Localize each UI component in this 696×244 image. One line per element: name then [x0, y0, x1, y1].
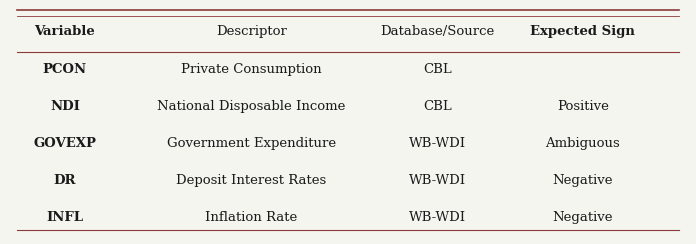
Text: Descriptor: Descriptor: [216, 25, 287, 38]
Text: INFL: INFL: [47, 211, 84, 224]
Text: Deposit Interest Rates: Deposit Interest Rates: [176, 174, 326, 187]
Text: Private Consumption: Private Consumption: [181, 63, 322, 76]
Text: Negative: Negative: [553, 211, 613, 224]
Text: Government Expenditure: Government Expenditure: [167, 137, 336, 150]
Text: CBL: CBL: [423, 63, 452, 76]
Text: NDI: NDI: [50, 100, 80, 113]
Text: Variable: Variable: [35, 25, 95, 38]
Text: WB-WDI: WB-WDI: [409, 137, 466, 150]
Text: WB-WDI: WB-WDI: [409, 211, 466, 224]
Text: GOVEXP: GOVEXP: [33, 137, 97, 150]
Text: PCON: PCON: [43, 63, 87, 76]
Text: Negative: Negative: [553, 174, 613, 187]
Text: National Disposable Income: National Disposable Income: [157, 100, 345, 113]
Text: CBL: CBL: [423, 100, 452, 113]
Text: Expected Sign: Expected Sign: [530, 25, 635, 38]
Text: Ambiguous: Ambiguous: [546, 137, 620, 150]
Text: DR: DR: [54, 174, 76, 187]
Text: Database/Source: Database/Source: [381, 25, 495, 38]
Text: Inflation Rate: Inflation Rate: [205, 211, 297, 224]
Text: Positive: Positive: [557, 100, 609, 113]
Text: WB-WDI: WB-WDI: [409, 174, 466, 187]
